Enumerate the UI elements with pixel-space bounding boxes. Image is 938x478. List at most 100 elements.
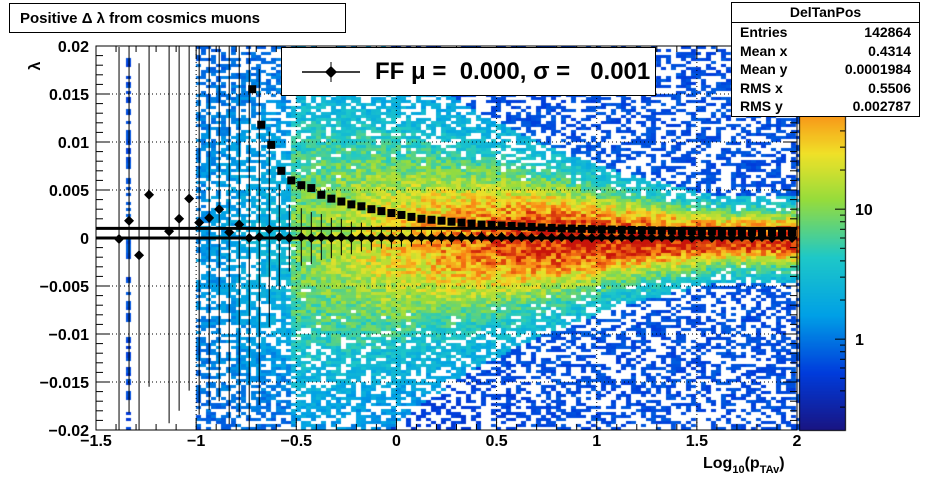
sigma-point bbox=[397, 210, 406, 219]
mean-point bbox=[436, 232, 447, 243]
sigma-point bbox=[587, 225, 596, 234]
y-tick-label: 0 bbox=[80, 231, 89, 248]
mean-point bbox=[706, 233, 717, 243]
sigma-point bbox=[317, 190, 326, 199]
mean-point bbox=[284, 233, 295, 243]
y-tick-label: 0.005 bbox=[49, 183, 89, 200]
stats-row: Entries 142864 bbox=[732, 23, 919, 42]
sigma-point bbox=[707, 227, 716, 236]
y-tick-label: 0.02 bbox=[58, 39, 89, 56]
mean-point bbox=[326, 233, 337, 243]
stats-value: 0.5506 bbox=[868, 79, 911, 96]
stats-row: Mean x 0.4314 bbox=[732, 42, 919, 61]
mean-point bbox=[356, 232, 367, 243]
mean-point bbox=[406, 233, 417, 243]
mean-point bbox=[306, 233, 317, 243]
y-tick-label: −0.015 bbox=[40, 375, 89, 392]
mean-point bbox=[244, 233, 255, 243]
sigma-point bbox=[447, 217, 456, 226]
sigma-point bbox=[737, 227, 746, 236]
mean-point bbox=[736, 232, 747, 243]
sigma-point bbox=[457, 218, 466, 227]
mean-point bbox=[446, 233, 457, 243]
sigma-point bbox=[767, 228, 776, 237]
mean-point bbox=[254, 232, 265, 243]
mean-point bbox=[184, 193, 195, 204]
mean-point bbox=[476, 232, 487, 243]
sigma-point bbox=[787, 228, 796, 237]
sigma-point bbox=[297, 181, 306, 190]
stats-value: 0.002787 bbox=[852, 98, 911, 114]
mean-point bbox=[346, 233, 357, 243]
colorbar-tick-label: 10 bbox=[855, 202, 873, 219]
sigma-point bbox=[487, 221, 496, 230]
mean-point bbox=[686, 233, 697, 243]
mean-point bbox=[696, 232, 707, 243]
mean-point bbox=[506, 233, 517, 243]
sigma-point bbox=[627, 225, 636, 234]
sigma-point bbox=[307, 184, 316, 193]
x-tick-label: −0.5 bbox=[280, 433, 312, 450]
sigma-point bbox=[637, 226, 646, 235]
x-tick-label: 0.5 bbox=[485, 433, 507, 450]
mean-point bbox=[224, 227, 235, 238]
mean-point bbox=[366, 233, 377, 243]
sigma-point bbox=[497, 221, 506, 230]
colorbar-tick-label: 1 bbox=[855, 332, 864, 349]
mean-point bbox=[616, 232, 627, 243]
sigma-point bbox=[597, 225, 606, 234]
mean-point bbox=[386, 233, 397, 243]
y-axis-label: λ bbox=[27, 61, 44, 70]
mean-point bbox=[144, 189, 155, 200]
sigma-point bbox=[697, 227, 706, 236]
mean-point bbox=[496, 232, 507, 243]
mean-point bbox=[596, 232, 607, 243]
sigma-point bbox=[337, 197, 346, 206]
mean-point bbox=[606, 233, 617, 243]
stats-box: DelTanPos Entries 142864 Mean x 0.4314 Mea… bbox=[731, 2, 920, 117]
sigma-point bbox=[427, 215, 436, 224]
legend-marker-icon bbox=[302, 62, 360, 82]
colorbar-ticks: 1 10 bbox=[835, 130, 873, 408]
sigma-point bbox=[617, 225, 626, 234]
x-tick-label: 0 bbox=[392, 433, 401, 450]
stats-label: Mean x bbox=[740, 42, 788, 59]
sigma-point bbox=[577, 224, 586, 233]
x-tick-label: 2 bbox=[793, 433, 802, 450]
stats-label: RMS x bbox=[740, 79, 783, 96]
mean-point bbox=[204, 212, 215, 223]
stats-label: Entries bbox=[740, 24, 788, 40]
mean-point bbox=[316, 232, 327, 243]
mean-point bbox=[656, 232, 667, 243]
mean-point bbox=[716, 232, 727, 243]
sigma-point bbox=[647, 226, 656, 235]
mean-point bbox=[586, 233, 597, 243]
stats-row: Mean y 0.0001984 bbox=[732, 60, 919, 79]
y-tick-label: −0.01 bbox=[49, 327, 90, 344]
sigma-point bbox=[557, 224, 566, 233]
sigma-point bbox=[437, 216, 446, 225]
mean-point bbox=[164, 226, 175, 237]
stats-value: 0.4314 bbox=[868, 42, 911, 59]
legend-label: FF μ = 0.000, σ = 0.001 bbox=[375, 58, 651, 85]
sigma-point bbox=[717, 227, 726, 236]
mean-point bbox=[766, 233, 777, 243]
sigma-point bbox=[657, 226, 666, 235]
mean-point bbox=[336, 232, 347, 243]
mean-point bbox=[756, 232, 767, 243]
sigma-point bbox=[267, 140, 276, 149]
sigma-point bbox=[407, 212, 416, 221]
mean-point bbox=[194, 217, 205, 228]
mean-point bbox=[666, 233, 677, 243]
mean-point bbox=[776, 232, 787, 243]
x-tick-label: 1.5 bbox=[686, 433, 708, 450]
y-tick-label: 0.01 bbox=[58, 135, 89, 152]
sigma-point bbox=[537, 223, 546, 232]
sigma-point bbox=[357, 202, 366, 211]
sigma-series bbox=[248, 85, 796, 237]
sigma-point bbox=[677, 226, 686, 235]
mean-point bbox=[646, 233, 657, 243]
mean-point bbox=[516, 232, 527, 243]
stats-row: RMS y 0.002787 bbox=[732, 97, 919, 116]
